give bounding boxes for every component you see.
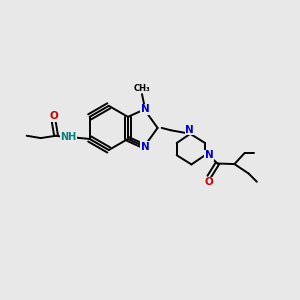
- Text: N: N: [141, 142, 149, 152]
- Text: N: N: [205, 150, 214, 160]
- Text: O: O: [49, 111, 58, 121]
- Text: N: N: [141, 104, 149, 114]
- Text: NH: NH: [61, 133, 77, 142]
- Text: N: N: [185, 125, 194, 135]
- Text: CH₃: CH₃: [134, 84, 150, 93]
- Text: O: O: [204, 177, 213, 187]
